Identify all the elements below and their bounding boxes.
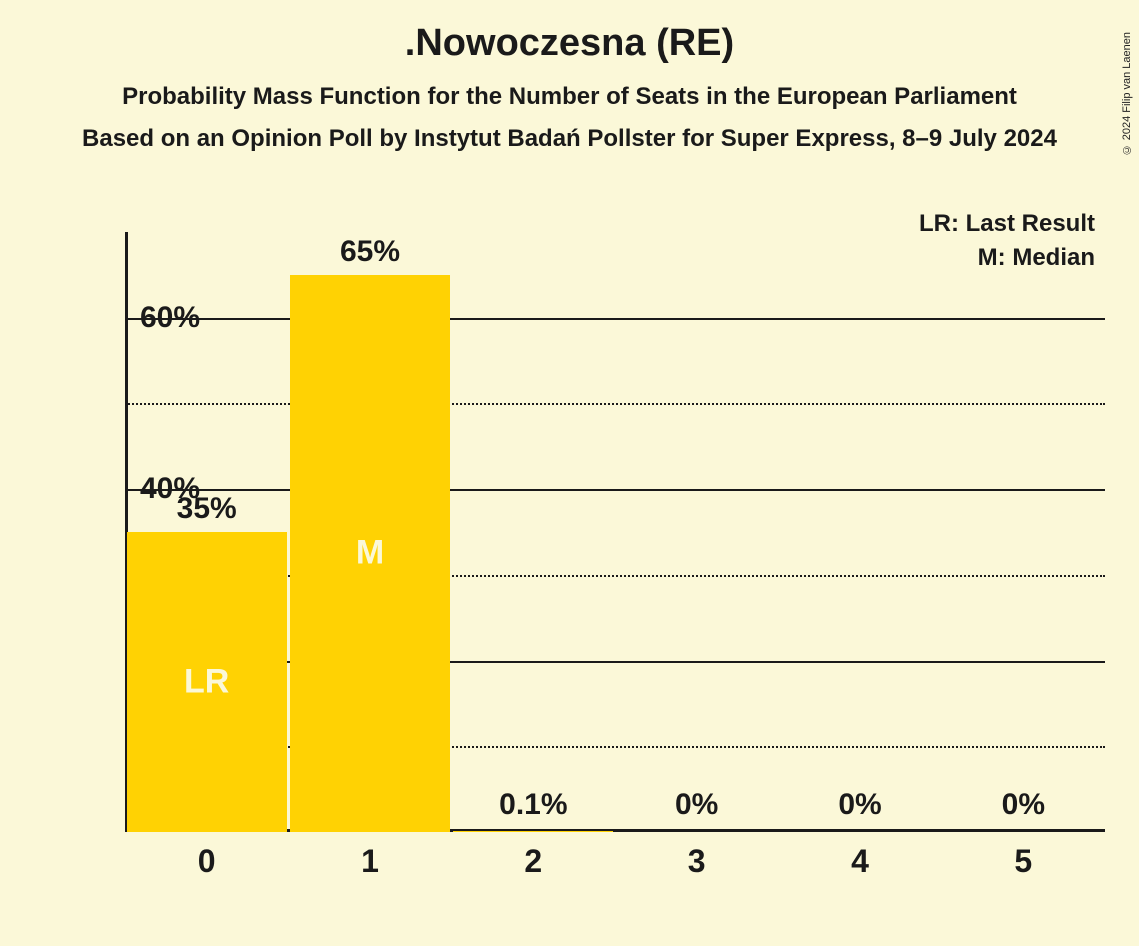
gridline-minor: [125, 403, 1105, 405]
bar-value-label: 0%: [1002, 788, 1045, 822]
legend-lr: LR: Last Result: [919, 210, 1095, 238]
bar-value-label: 35%: [177, 492, 237, 526]
gridline-major: [125, 489, 1105, 491]
chart-subtitle-2: Based on an Opinion Poll by Instytut Bad…: [0, 125, 1139, 153]
bar: [453, 831, 613, 832]
bar-inner-label: M: [356, 534, 384, 573]
x-tick-label: 1: [361, 843, 379, 880]
x-tick-label: 5: [1014, 843, 1032, 880]
gridline-major: [125, 318, 1105, 320]
bar-value-label: 0.1%: [499, 788, 567, 822]
legend-m: M: Median: [978, 244, 1095, 272]
plot-area: 20%40%60%35%LR065%M10.1%20%30%40%5: [125, 232, 1105, 832]
y-tick-label: 60%: [130, 301, 200, 335]
x-tick-label: 3: [688, 843, 706, 880]
x-tick-label: 0: [198, 843, 216, 880]
bar-value-label: 0%: [838, 788, 881, 822]
chart-title: .Nowoczesna (RE): [0, 22, 1139, 65]
bar-value-label: 0%: [675, 788, 718, 822]
x-tick-label: 4: [851, 843, 869, 880]
bar-inner-label: LR: [184, 663, 229, 702]
chart-container: 20%40%60%35%LR065%M10.1%20%30%40%5 LR: L…: [45, 232, 1105, 872]
copyright-text: © 2024 Filip van Laenen: [1121, 32, 1133, 155]
chart-subtitle-1: Probability Mass Function for the Number…: [0, 83, 1139, 111]
x-tick-label: 2: [524, 843, 542, 880]
bar-value-label: 65%: [340, 235, 400, 269]
